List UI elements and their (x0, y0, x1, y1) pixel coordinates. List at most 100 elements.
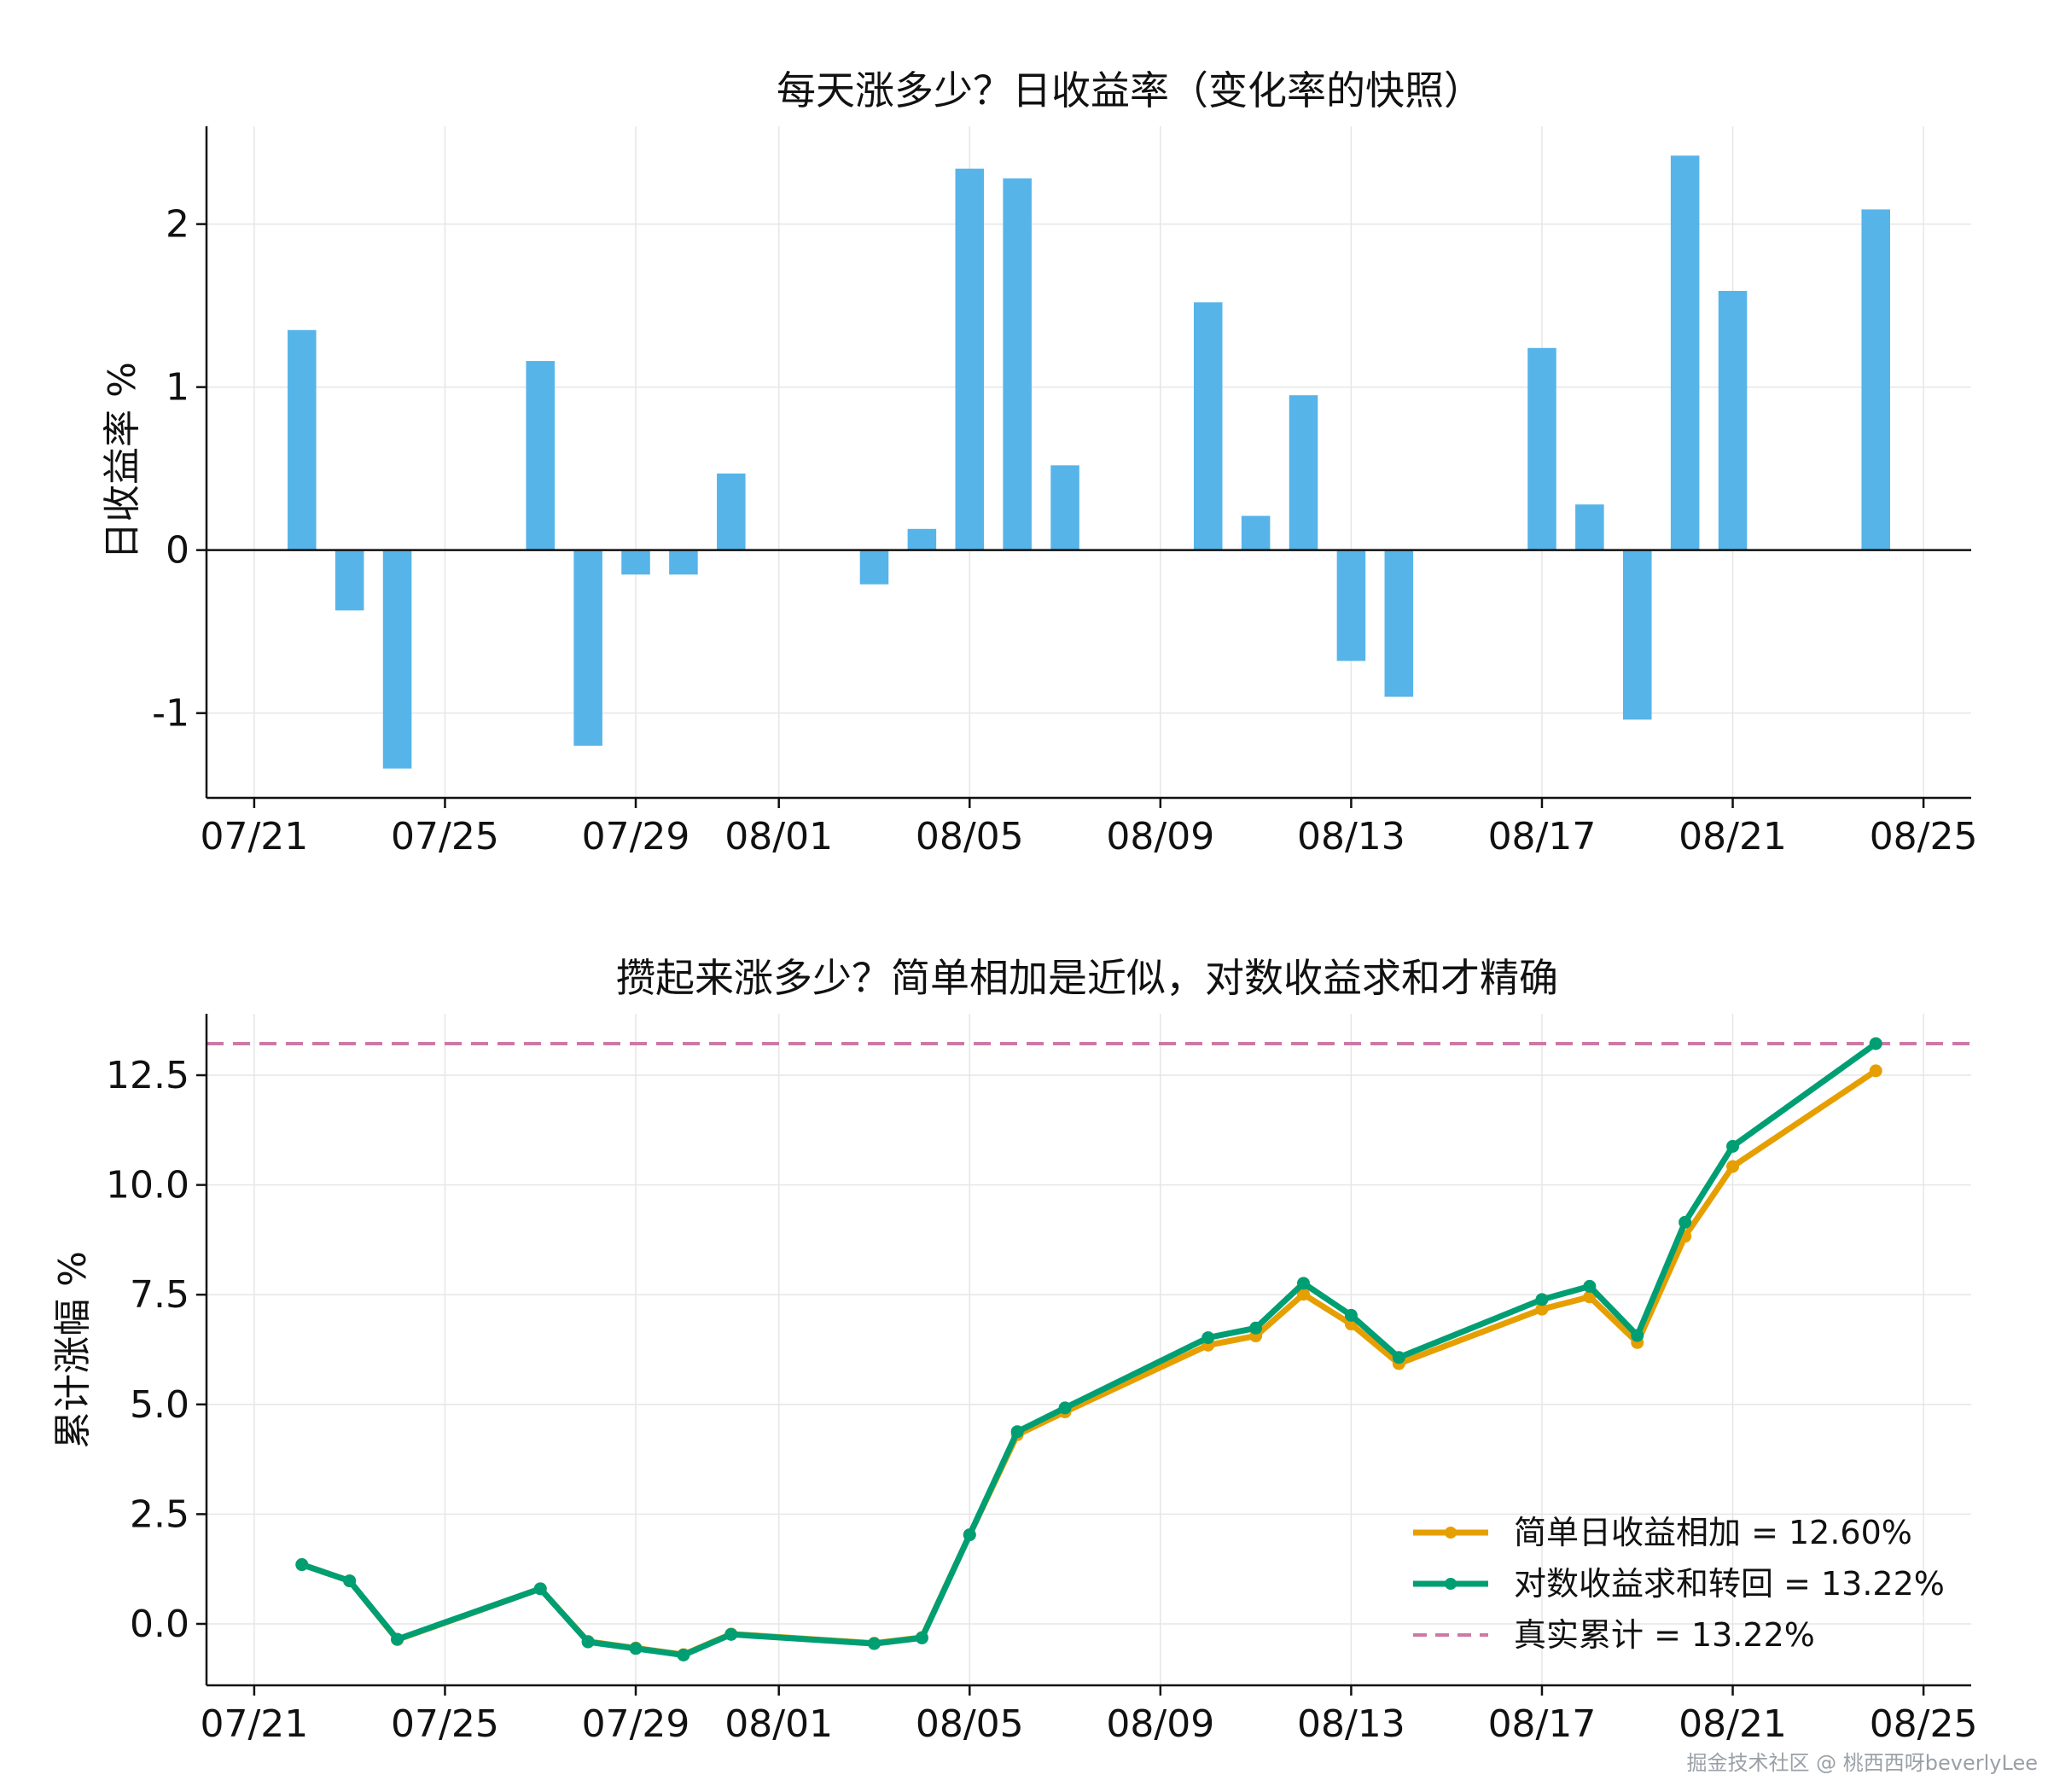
daily-return-bar (1050, 465, 1079, 550)
series-point-log-sum (1535, 1293, 1549, 1306)
series-point-simple-sum (1297, 1288, 1311, 1301)
cumulative-chart-y-tick-label: 7.5 (130, 1273, 189, 1317)
daily-return-bar (573, 550, 602, 746)
daily-return-bar (1527, 347, 1556, 550)
daily-chart-y-label: 日收益率 % (101, 362, 144, 560)
daily-chart-x-tick-label: 08/01 (724, 815, 833, 858)
daily-return-bar (335, 550, 364, 611)
daily-chart-x-tick-label: 07/21 (200, 815, 308, 858)
cumulative-chart-y-tick-label: 5.0 (130, 1383, 189, 1427)
series-point-log-sum (391, 1632, 404, 1646)
series-point-log-sum (724, 1627, 738, 1641)
daily-chart-y-tick-label: 1 (166, 366, 189, 410)
series-point-log-sum (533, 1582, 547, 1596)
legend: 简单日收益相加 = 12.60% 对数收益求和转回 = 13.22% 真实累计 … (1413, 1514, 1945, 1654)
series-log-sum (295, 1037, 1882, 1662)
cumulative-return-chart: 攒起来涨多少？简单相加是近似，对数收益求和才精确 07/21 07/25 07/29… (51, 955, 1978, 1746)
daily-return-bar (907, 528, 937, 550)
series-line-log-sum (299, 1040, 1879, 1658)
series-point-log-sum (1249, 1321, 1263, 1335)
series-point-log-sum (1297, 1277, 1311, 1290)
series-point-log-sum (963, 1528, 976, 1542)
series-point-log-sum (1869, 1037, 1882, 1050)
daily-return-bar (526, 361, 556, 550)
daily-return-bar (1670, 155, 1700, 550)
daily-chart-y-tick-label: 0 (166, 529, 189, 573)
daily-return-bar (1003, 178, 1032, 550)
daily-return-bar (859, 550, 889, 585)
cumulative-chart-title: 攒起来涨多少？简单相加是近似，对数收益求和才精确 (616, 955, 1558, 1001)
daily-return-bar (1575, 504, 1604, 550)
series-point-log-sum (1679, 1215, 1692, 1229)
daily-chart-x-tick-label: 08/13 (1297, 815, 1405, 858)
daily-return-bar (1384, 550, 1414, 697)
daily-return-bar (1622, 550, 1652, 720)
cumulative-chart-x-tick-label: 08/25 (1870, 1702, 1978, 1746)
cumulative-chart-x-tick-label: 08/01 (724, 1702, 833, 1746)
cumulative-chart-x-tick-label: 07/25 (391, 1702, 499, 1746)
daily-chart-grid (207, 126, 1971, 798)
legend-item-log-sum: 对数收益求和转回 = 13.22% (1413, 1565, 1945, 1603)
legend-item-simple-sum: 简单日收益相加 = 12.60% (1413, 1514, 1912, 1551)
series-point-log-sum (1344, 1308, 1358, 1322)
cumulative-chart-x-ticks: 07/21 07/25 07/29 08/01 08/05 08/09 08/13 08/17… (200, 1685, 1978, 1746)
series-point-log-sum (915, 1631, 928, 1644)
series-point-log-sum (677, 1649, 690, 1662)
series-point-simple-sum (1726, 1160, 1740, 1173)
cumulative-chart-y-ticks: 0.0 2.5 5.0 7.5 10.0 12.5 (106, 1054, 207, 1646)
legend-marker-simple-sum (1445, 1527, 1457, 1539)
daily-return-bar (1241, 515, 1271, 550)
cumulative-chart-y-tick-label: 12.5 (106, 1054, 189, 1097)
daily-chart-y-tick-label: -1 (152, 692, 189, 736)
daily-chart-x-tick-label: 08/17 (1488, 815, 1597, 858)
legend-marker-log-sum (1445, 1578, 1457, 1590)
legend-item-true-cumulative: 真实累计 = 13.22% (1413, 1616, 1815, 1654)
daily-chart-x-tick-label: 08/21 (1679, 815, 1787, 858)
cumulative-chart-grid (207, 1014, 1971, 1685)
daily-return-chart: 每天涨多少？日收益率（变化率的快照） 07/21 07/25 07/29 08/01 0… (101, 67, 1978, 858)
cumulative-chart-x-tick-label: 08/17 (1488, 1702, 1597, 1746)
series-point-log-sum (1726, 1139, 1740, 1153)
series-point-log-sum (629, 1642, 643, 1655)
daily-chart-x-ticks: 07/21 07/25 07/29 08/01 08/05 08/09 08/13 08/17… (200, 798, 1978, 858)
cumulative-chart-x-tick-label: 07/29 (582, 1702, 690, 1746)
cumulative-chart-series (295, 1037, 1882, 1662)
series-point-log-sum (1201, 1331, 1215, 1345)
daily-chart-x-tick-label: 07/25 (391, 815, 499, 858)
daily-chart-y-ticks: -1 0 1 2 (152, 203, 207, 736)
daily-return-bar (1193, 302, 1223, 550)
daily-return-bar (288, 329, 317, 550)
cumulative-chart-x-tick-label: 07/21 (200, 1702, 308, 1746)
daily-return-bar (1861, 209, 1890, 550)
series-point-log-sum (1010, 1425, 1024, 1439)
daily-return-bar (1336, 550, 1366, 661)
series-point-log-sum (295, 1558, 309, 1572)
cumulative-chart-y-tick-label: 0.0 (130, 1603, 189, 1646)
daily-chart-x-tick-label: 08/05 (916, 815, 1024, 858)
legend-label-true-cumulative: 真实累计 = 13.22% (1514, 1616, 1815, 1654)
series-point-log-sum (1583, 1279, 1597, 1293)
series-point-log-sum (867, 1637, 881, 1650)
cumulative-chart-x-tick-label: 08/09 (1106, 1702, 1214, 1746)
daily-chart-x-tick-label: 08/25 (1870, 815, 1978, 858)
cumulative-chart-x-tick-label: 08/13 (1297, 1702, 1405, 1746)
daily-return-bar (382, 550, 412, 769)
daily-return-bar (955, 168, 985, 550)
legend-label-log-sum: 对数收益求和转回 = 13.22% (1514, 1565, 1945, 1603)
daily-return-bar (717, 473, 746, 550)
daily-chart-x-tick-label: 07/29 (582, 815, 690, 858)
watermark: 掘金技术社区 @ 桃西西呀beverlyLee (1687, 1751, 2038, 1775)
legend-label-simple-sum: 简单日收益相加 = 12.60% (1514, 1514, 1912, 1551)
series-point-log-sum (1058, 1401, 1072, 1415)
series-point-log-sum (1631, 1329, 1644, 1342)
cumulative-chart-x-tick-label: 08/21 (1679, 1702, 1787, 1746)
daily-chart-y-tick-label: 2 (166, 203, 189, 247)
daily-return-bar (621, 550, 650, 575)
series-point-simple-sum (1535, 1302, 1549, 1316)
series-point-log-sum (343, 1574, 357, 1588)
series-point-simple-sum (1869, 1064, 1882, 1078)
daily-return-bar (1718, 290, 1748, 550)
cumulative-chart-x-tick-label: 08/05 (916, 1702, 1024, 1746)
cumulative-chart-y-tick-label: 2.5 (130, 1492, 189, 1536)
